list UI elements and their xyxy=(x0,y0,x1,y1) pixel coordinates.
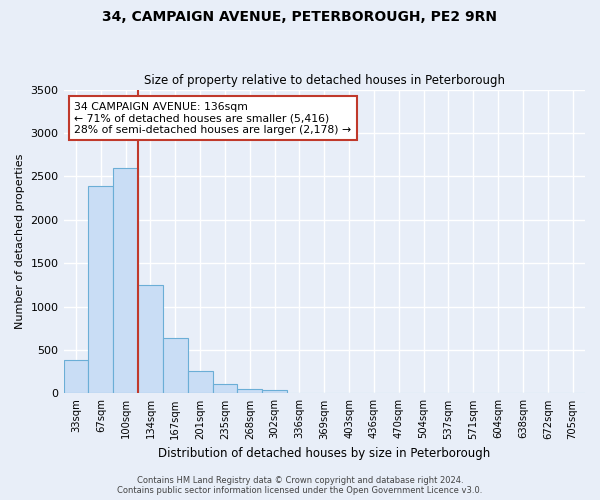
Bar xyxy=(64,360,88,394)
Bar xyxy=(163,338,188,394)
Text: 34 CAMPAIGN AVENUE: 136sqm
← 71% of detached houses are smaller (5,416)
28% of s: 34 CAMPAIGN AVENUE: 136sqm ← 71% of deta… xyxy=(74,102,351,135)
Y-axis label: Number of detached properties: Number of detached properties xyxy=(15,154,25,329)
Title: Size of property relative to detached houses in Peterborough: Size of property relative to detached ho… xyxy=(144,74,505,87)
Bar xyxy=(88,186,113,394)
Bar xyxy=(238,388,262,394)
Bar xyxy=(188,371,212,394)
Bar xyxy=(138,285,163,394)
Bar xyxy=(262,390,287,394)
Text: 34, CAMPAIGN AVENUE, PETERBOROUGH, PE2 9RN: 34, CAMPAIGN AVENUE, PETERBOROUGH, PE2 9… xyxy=(103,10,497,24)
Text: Contains HM Land Registry data © Crown copyright and database right 2024.
Contai: Contains HM Land Registry data © Crown c… xyxy=(118,476,482,495)
X-axis label: Distribution of detached houses by size in Peterborough: Distribution of detached houses by size … xyxy=(158,447,490,460)
Bar xyxy=(113,168,138,394)
Bar xyxy=(212,384,238,394)
